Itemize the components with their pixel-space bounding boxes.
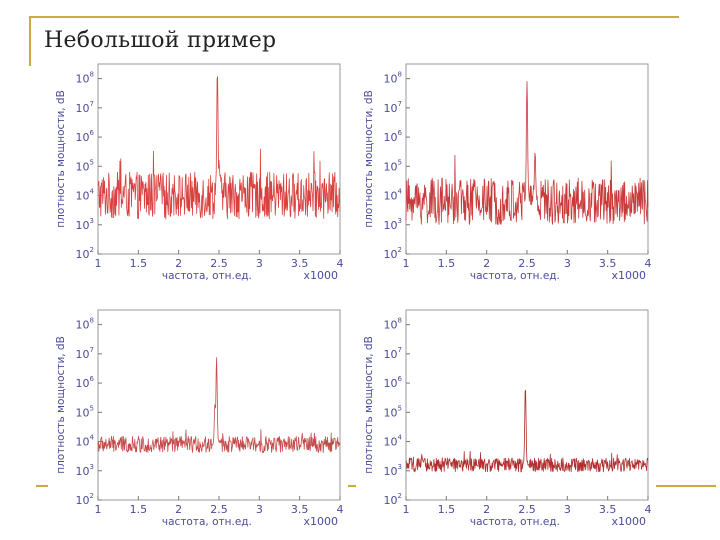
y-tick-label: 104 — [76, 188, 95, 203]
series-line — [405, 81, 649, 225]
x-tick-label: 1.5 — [438, 257, 456, 270]
x-tick-label: 2.5 — [518, 503, 536, 516]
x-tick-label: 1 — [95, 503, 102, 516]
y-tick-label: 104 — [384, 188, 403, 203]
x-tick-label: 3 — [564, 257, 571, 270]
y-axis-label: плотность мощности, dB — [363, 336, 375, 474]
y-tick-label: 102 — [384, 246, 402, 261]
x-tick-label: 2 — [483, 503, 490, 516]
spectrum-plot: 102 103 104 105 106 107 108 1 1.5 2 2.5 3 3.5 4 частот… — [55, 63, 344, 282]
x-tick-label: 3.5 — [599, 257, 617, 270]
x-tick-label: 1 — [403, 503, 410, 516]
y-tick-label: 106 — [76, 129, 95, 144]
y-tick-label: 107 — [384, 100, 402, 115]
x-tick-label: 2 — [175, 257, 182, 270]
y-tick-label: 108 — [384, 317, 402, 332]
y-tick-label: 103 — [76, 217, 94, 232]
x-tick-label: 3 — [564, 503, 571, 516]
y-tick-label: 105 — [76, 158, 94, 173]
y-tick-label: 108 — [76, 71, 94, 86]
y-tick-label: 103 — [384, 463, 402, 478]
x-tick-label: 2.5 — [210, 503, 228, 516]
series-line — [405, 389, 649, 473]
chart-top-right: 102 103 104 105 106 107 108 1 1.5 2 2.5 3 3.5 4 частот… — [356, 58, 656, 290]
x-axis-multiplier: x1000 — [611, 269, 646, 282]
x-tick-label: 4 — [337, 257, 344, 270]
y-tick-label: 103 — [76, 463, 94, 478]
plot-frame — [405, 309, 649, 501]
y-tick-label: 103 — [384, 217, 402, 232]
x-tick-label: 3.5 — [291, 257, 309, 270]
x-tick-label: 3 — [256, 503, 263, 516]
x-tick-label: 1.5 — [130, 503, 148, 516]
x-tick-label: 1 — [95, 257, 102, 270]
y-tick-label: 105 — [384, 404, 402, 419]
x-tick-label: 4 — [645, 257, 652, 270]
x-axis-multiplier: x1000 — [611, 515, 646, 528]
y-tick-label: 107 — [384, 346, 402, 361]
x-tick-label: 2 — [483, 257, 490, 270]
y-axis-label: плотность мощности, dB — [363, 90, 375, 228]
y-tick-label: 108 — [76, 317, 94, 332]
x-axis-multiplier: x1000 — [303, 269, 338, 282]
series-line — [97, 357, 341, 453]
slide-title: Небольшой пример — [44, 28, 277, 53]
x-tick-label: 1.5 — [130, 257, 148, 270]
x-tick-label: 2.5 — [518, 257, 536, 270]
plot-frame — [97, 63, 341, 255]
x-tick-label: 4 — [337, 503, 344, 516]
y-tick-label: 105 — [384, 158, 402, 173]
y-tick-label: 104 — [384, 434, 403, 449]
y-tick-label: 102 — [384, 492, 402, 507]
y-tick-label: 106 — [384, 375, 403, 390]
x-tick-label: 4 — [645, 503, 652, 516]
series-line — [97, 76, 341, 220]
y-tick-label: 108 — [384, 71, 402, 86]
y-tick-label: 107 — [76, 100, 94, 115]
chart-bottom-right: 102 103 104 105 106 107 108 1 1.5 2 2.5 3 3.5 4 частот… — [356, 304, 656, 536]
x-tick-label: 1 — [403, 257, 410, 270]
y-tick-label: 102 — [76, 246, 94, 261]
chart-top-left: 102 103 104 105 106 107 108 1 1.5 2 2.5 3 3.5 4 частот… — [48, 58, 348, 290]
y-tick-label: 102 — [76, 492, 94, 507]
x-tick-label: 2.5 — [210, 257, 228, 270]
x-axis-label: частота, отн.ед. — [470, 270, 560, 282]
y-tick-label: 107 — [76, 346, 94, 361]
y-axis-label: плотность мощности, dB — [55, 90, 67, 228]
x-tick-label: 3.5 — [599, 503, 617, 516]
y-tick-label: 106 — [76, 375, 95, 390]
spectrum-plot: 102 103 104 105 106 107 108 1 1.5 2 2.5 3 3.5 4 частот… — [55, 309, 344, 528]
x-tick-label: 1.5 — [438, 503, 456, 516]
chart-bottom-left: 102 103 104 105 106 107 108 1 1.5 2 2.5 3 3.5 4 частот… — [48, 304, 348, 536]
x-tick-label: 3 — [256, 257, 263, 270]
x-axis-label: частота, отн.ед. — [470, 516, 560, 528]
spectrum-plot: 102 103 104 105 106 107 108 1 1.5 2 2.5 3 3.5 4 частот… — [363, 63, 652, 282]
x-axis-label: частота, отн.ед. — [162, 270, 252, 282]
x-axis-multiplier: x1000 — [303, 515, 338, 528]
y-tick-label: 106 — [384, 129, 403, 144]
y-tick-label: 105 — [76, 404, 94, 419]
x-tick-label: 3.5 — [291, 503, 309, 516]
x-axis-label: частота, отн.ед. — [162, 516, 252, 528]
x-tick-label: 2 — [175, 503, 182, 516]
decor-vertical-line — [29, 16, 31, 66]
plot-frame — [97, 309, 341, 501]
spectrum-plot: 102 103 104 105 106 107 108 1 1.5 2 2.5 3 3.5 4 частот… — [363, 309, 652, 528]
y-axis-label: плотность мощности, dB — [55, 336, 67, 474]
decor-top-line — [29, 16, 679, 18]
y-tick-label: 104 — [76, 434, 95, 449]
